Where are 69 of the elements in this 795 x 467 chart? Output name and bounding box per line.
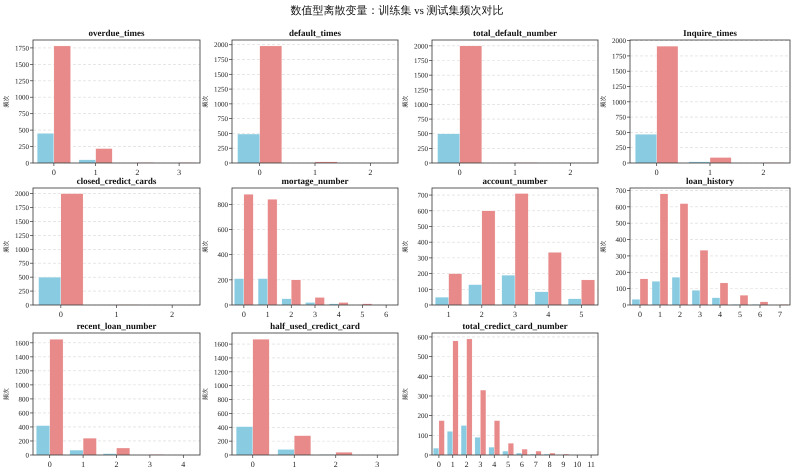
chart-title: closed_credict_cards: [76, 176, 157, 186]
x-tick-label: 2: [289, 310, 294, 319]
x-tick-label: 2: [480, 310, 484, 319]
x-tick-label: 0: [48, 460, 52, 467]
x-tick-label: 1: [292, 460, 296, 467]
x-tick-label: 3: [698, 310, 702, 319]
chart-title: loan_history: [686, 176, 734, 186]
chart-title: Inquire_times: [683, 28, 738, 38]
x-tick-label: 1: [114, 310, 118, 319]
x-tick-label: 2: [135, 168, 140, 177]
x-tick-label: 1: [446, 310, 451, 319]
chart-title: recent_loan_number: [76, 321, 156, 331]
x-tick-label: 9: [561, 460, 566, 467]
chart-title: overdue_times: [88, 28, 145, 38]
x-tick-label: 0: [52, 168, 56, 177]
x-tick-label: 2: [464, 460, 469, 467]
x-tick-label: 10: [573, 460, 582, 467]
chart-title: mortage_number: [282, 176, 348, 186]
x-tick-label: 2: [170, 310, 174, 319]
x-tick-label: 2: [368, 168, 372, 177]
x-tick-label: 0: [250, 460, 255, 467]
text: 数值型离散变量：训练集 vs 测试集频次对比: [290, 4, 504, 17]
x-tick-label: 4: [181, 460, 186, 467]
x-tick-label: 2: [568, 168, 572, 177]
x-tick-label: 5: [579, 310, 584, 319]
x-tick-label: 2: [114, 460, 118, 467]
x-tick-label: 8: [548, 460, 552, 467]
x-tick-label: 3: [313, 310, 317, 319]
x-tick-label: 0: [654, 168, 659, 177]
x-tick-label: 6: [520, 460, 524, 467]
x-tick-label: 5: [360, 310, 364, 319]
chart-title: total_default_number: [473, 28, 557, 38]
x-tick-label: 2: [678, 310, 682, 319]
x-tick-label: 3: [375, 460, 380, 467]
chart-title: half_used_credict_card: [270, 321, 360, 331]
x-tick-label: 1: [94, 168, 98, 177]
x-tick-label: 3: [513, 310, 517, 319]
x-tick-label: 4: [492, 460, 496, 467]
x-tick-label: 3: [177, 168, 182, 177]
x-tick-label: 0: [458, 168, 462, 177]
x-tick-label: 6: [758, 310, 762, 319]
x-tick-label: 2: [334, 460, 338, 467]
x-tick-label: 1: [313, 168, 317, 177]
x-tick-label: 5: [738, 310, 742, 319]
chart-title: default_times: [289, 28, 342, 38]
x-tick-label: 5: [506, 460, 510, 467]
x-tick-label: 4: [718, 310, 722, 319]
x-tick-label: 3: [478, 460, 482, 467]
x-tick-label: 1: [81, 460, 86, 467]
x-tick-label: 0: [258, 168, 262, 177]
x-tick-label: 0: [58, 310, 63, 319]
x-tick-label: 1: [450, 460, 455, 467]
x-tick-label: 0: [436, 460, 441, 467]
x-tick-label: 1: [708, 168, 712, 177]
x-tick-label: 11: [587, 460, 595, 467]
x-tick-label: 6: [384, 310, 388, 319]
x-tick-label: 3: [148, 460, 152, 467]
x-tick-label: 1: [266, 310, 270, 319]
x-tick-label: 7: [534, 460, 538, 467]
x-tick-label: 1: [513, 168, 517, 177]
chart-title: total_credict_card_number: [462, 321, 568, 331]
x-tick-label: 4: [546, 310, 550, 319]
x-tick-label: 7: [778, 310, 782, 319]
x-tick-label: 0: [242, 310, 246, 319]
x-tick-label: 2: [761, 168, 766, 177]
x-tick-label: 0: [638, 310, 642, 319]
x-tick-label: 4: [336, 310, 341, 319]
x-tick-label: 1: [658, 310, 662, 319]
chart-title: account_number: [482, 176, 548, 186]
